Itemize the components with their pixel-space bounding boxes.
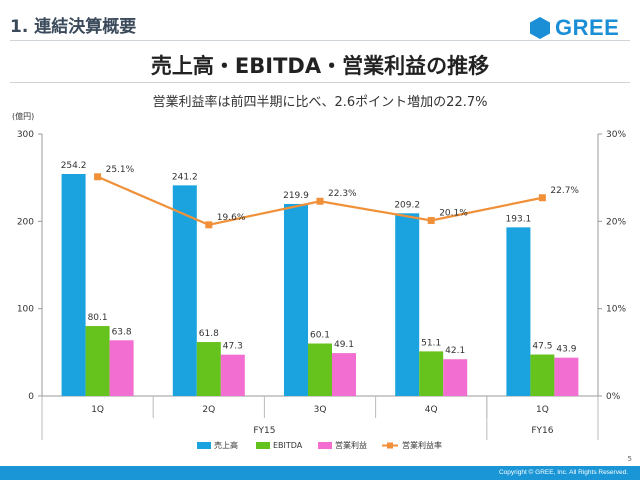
margin-point [316, 197, 324, 205]
margin-point [94, 173, 102, 181]
bar-value-label: 60.1 [310, 331, 330, 341]
y-tick-label: 0 [28, 392, 34, 402]
bar-ebitda [196, 342, 221, 396]
bar-operating-income [220, 354, 245, 396]
bar-value-label: 47.3 [223, 342, 243, 352]
margin-value-label: 22.3% [328, 189, 357, 199]
bar-value-label: 209.2 [394, 200, 420, 210]
bar-ebitda [530, 354, 555, 396]
copyright-text: Copyright © GREE, Inc. All Rights Reserv… [498, 469, 628, 476]
slide-subtitle: 営業利益率は前四半期に比べ、2.6ポイント増加の22.7% [152, 95, 488, 110]
bar-ebitda [85, 326, 110, 396]
bar-revenue [284, 203, 308, 396]
bar-revenue [172, 185, 197, 396]
x-category-label: 1Q [536, 405, 549, 415]
bar-operating-income [109, 340, 134, 396]
y2-tick-label: 0% [606, 392, 621, 402]
bar-operating-income [443, 359, 468, 396]
bar-operating-income [332, 353, 356, 396]
margin-value-label: 22.7% [550, 186, 579, 196]
x-category-label: 3Q [314, 405, 327, 415]
margin-value-label: 19.6% [217, 213, 246, 223]
bar-value-label: 43.9 [556, 345, 576, 355]
bar-value-label: 61.8 [199, 329, 219, 339]
bar-ebitda [308, 343, 332, 396]
y-tick-label: 300 [17, 130, 34, 140]
bar-value-label: 193.1 [506, 214, 532, 224]
bar-ebitda [419, 351, 444, 396]
legend-label: 売上高 [214, 440, 238, 450]
y2-tick-label: 30% [606, 130, 626, 140]
slide-title: 売上高・EBITDA・営業利益の推移 [150, 54, 490, 78]
bar-value-label: 254.2 [61, 161, 87, 171]
legend-label: 営業利益 [335, 440, 367, 450]
y2-tick-label: 10% [606, 305, 626, 315]
header-divider [10, 40, 630, 41]
legend-line-marker [387, 442, 393, 449]
margin-point [538, 194, 546, 202]
legend-swatch [318, 442, 332, 449]
gree-logo: GREE [529, 15, 619, 41]
bar-operating-income [554, 357, 579, 396]
legend-label: EBITDA [273, 441, 303, 450]
bar-value-label: 42.1 [445, 346, 465, 356]
margin-point [205, 221, 213, 229]
hexagon-logo-icon [530, 17, 550, 39]
x-group-label: FY15 [253, 426, 275, 436]
y-tick-label: 200 [17, 217, 34, 227]
bar-value-label: 49.1 [334, 340, 354, 350]
bar-value-label: 47.5 [532, 342, 552, 352]
bar-value-label: 241.2 [172, 172, 198, 182]
y-tick-label: 100 [17, 305, 34, 315]
x-category-label: 1Q [91, 405, 104, 415]
legend-label: 営業利益率 [402, 440, 442, 450]
margin-value-label: 25.1% [106, 165, 135, 175]
page-number: 5 [627, 455, 632, 463]
logo-text: GREE [555, 15, 620, 40]
x-category-label: 4Q [425, 405, 438, 415]
bar-value-label: 80.1 [88, 313, 108, 323]
title-divider [10, 82, 630, 83]
unit-label: (億円) [12, 111, 34, 121]
bar-value-label: 219.9 [283, 191, 309, 201]
bar-value-label: 63.8 [112, 327, 132, 337]
margin-point [427, 216, 435, 224]
margin-value-label: 20.1% [439, 208, 468, 218]
bar-revenue [395, 213, 420, 396]
legend-swatch [197, 442, 211, 449]
x-group-label: FY16 [531, 426, 553, 436]
bar-revenue [506, 227, 531, 396]
bar-value-label: 51.1 [421, 338, 441, 348]
section-title: 1. 連結決算概要 [10, 17, 137, 37]
footer-bar: Copyright © GREE, Inc. All Rights Reserv… [0, 466, 640, 480]
y2-tick-label: 20% [606, 217, 626, 227]
legend-swatch [256, 442, 270, 449]
bar-revenue [61, 173, 86, 396]
x-category-label: 2Q [202, 405, 215, 415]
